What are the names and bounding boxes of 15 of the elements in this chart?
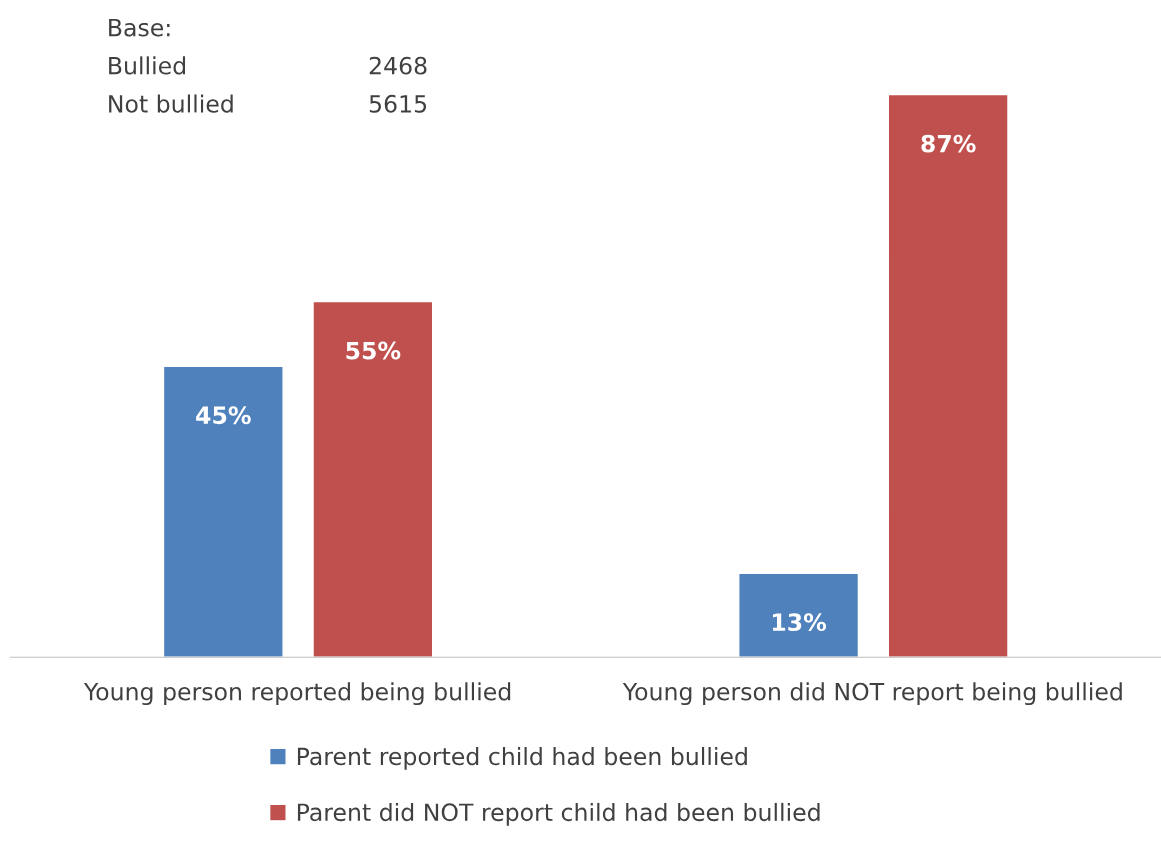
bar: [162, 365, 284, 658]
data-label: 55%: [346, 341, 401, 360]
text: Not bullied 5615: [109, 94, 427, 113]
text: Base:: [109, 18, 170, 37]
x-tick-label: Young person did NOT report being bullied: [622, 682, 1122, 706]
data-label: 45%: [196, 406, 251, 425]
legend-label: Parent did NOT report child had been bullied: [297, 802, 820, 826]
text: Bullied 2468: [109, 56, 427, 75]
data-label: 13%: [772, 613, 827, 632]
x-tick-label: Young person reported being bullied: [83, 682, 511, 706]
bar: [887, 93, 1009, 658]
data-label: 87%: [921, 134, 976, 153]
bar: [312, 300, 434, 658]
bar: [738, 572, 860, 658]
legend-label: Parent reported child had been bullied: [297, 746, 747, 770]
